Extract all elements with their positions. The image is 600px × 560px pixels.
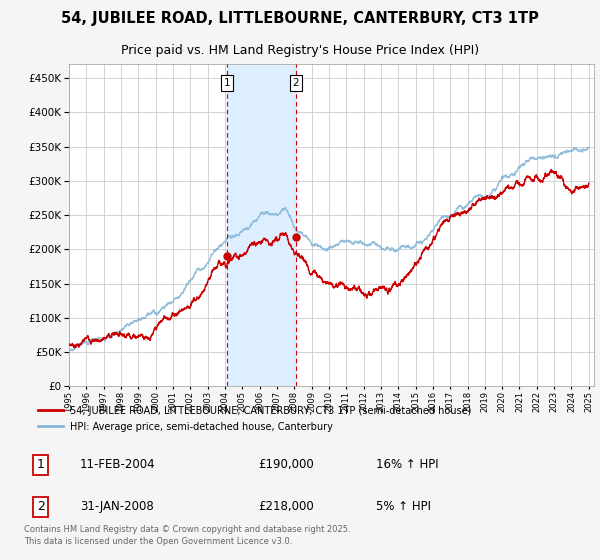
Text: Contains HM Land Registry data © Crown copyright and database right 2025.
This d: Contains HM Land Registry data © Crown c… (24, 525, 350, 546)
Text: 1: 1 (223, 78, 230, 88)
Text: 54, JUBILEE ROAD, LITTLEBOURNE, CANTERBURY, CT3 1TP: 54, JUBILEE ROAD, LITTLEBOURNE, CANTERBU… (61, 11, 539, 26)
Text: Price paid vs. HM Land Registry's House Price Index (HPI): Price paid vs. HM Land Registry's House … (121, 44, 479, 57)
Bar (227, 64, 296, 386)
Text: 31-JAN-2008: 31-JAN-2008 (80, 501, 154, 514)
Text: 5% ↑ HPI: 5% ↑ HPI (376, 501, 431, 514)
Text: 16% ↑ HPI: 16% ↑ HPI (376, 458, 438, 471)
Text: 1: 1 (37, 458, 44, 471)
Text: 11-FEB-2004: 11-FEB-2004 (80, 458, 155, 471)
Text: £218,000: £218,000 (259, 501, 314, 514)
Text: 2: 2 (292, 78, 299, 88)
Legend: 54, JUBILEE ROAD, LITTLEBOURNE, CANTERBURY, CT3 1TP (semi-detached house), HPI: : 54, JUBILEE ROAD, LITTLEBOURNE, CANTERBU… (34, 402, 476, 436)
Text: £190,000: £190,000 (259, 458, 314, 471)
Text: 2: 2 (37, 501, 44, 514)
